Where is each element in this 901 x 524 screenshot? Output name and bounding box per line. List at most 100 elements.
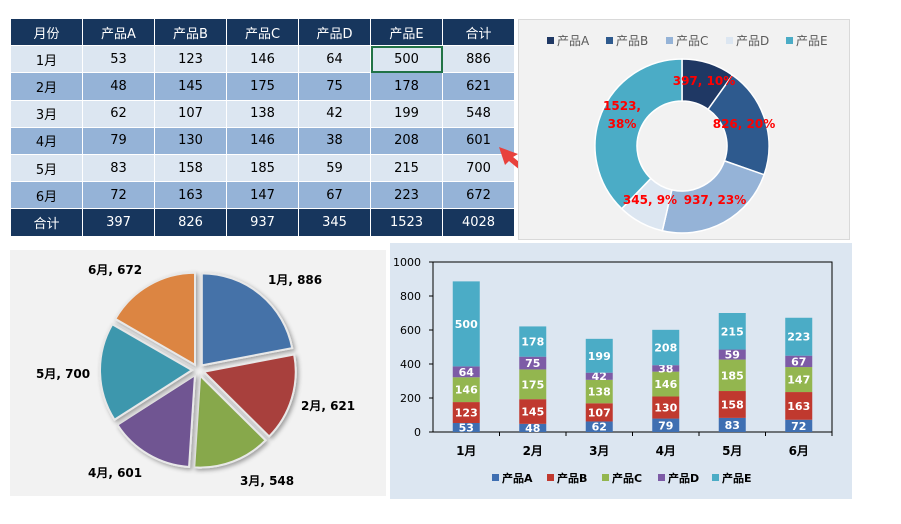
table-cell[interactable]: 67 [298,181,371,210]
table-cell[interactable]: 199 [370,99,443,128]
pie-data-label: 1月, 886 [268,273,322,287]
legend-label: 产品D [736,34,769,48]
donut-data-label: 345, 9% [623,193,677,207]
table-cell[interactable]: 886 [442,45,515,74]
table-cell[interactable]: 601 [442,126,515,155]
bar-segment [718,359,746,392]
table-cell[interactable]: 548 [442,99,515,128]
bar-segment [519,399,547,424]
donut-chart-panel[interactable]: 产品A 产品B 产品C 产品D 产品E 397, 10% 826, 20% 937, 23% 3… [518,19,850,240]
table-cell[interactable]: 397 [82,208,155,237]
table-cell[interactable]: 146 [226,45,299,74]
table-cell[interactable]: 合计 [10,208,83,237]
bar-chart-panel[interactable]: 0 200 400 600 800 1000 53 123 146 64 500 1月 48 145 175… [390,243,852,499]
bar-data-label: 67 [791,355,806,368]
y-tick-label: 0 [414,426,421,439]
bar-data-label: 138 [588,386,611,399]
bar-segment [785,355,813,368]
table-cell[interactable]: 1523 [370,208,443,237]
table-cell[interactable]: 5月 [10,153,83,183]
table-cell[interactable]: 53 [82,45,155,74]
table-cell[interactable]: 1月 [10,45,83,74]
bar-segment [585,379,613,404]
bar-data-label: 83 [725,419,740,432]
table-cell[interactable]: 59 [298,153,371,183]
table-cell[interactable]: 158 [154,153,227,183]
table-cell[interactable]: 6月 [10,181,83,210]
table-cell[interactable]: 75 [298,72,371,101]
x-tick-label: 1月 [456,444,476,458]
pie-data-label: 4月, 601 [88,466,142,480]
col-header-product-e[interactable]: 产品E [370,17,443,47]
table-cell[interactable]: 4月 [10,126,83,155]
table-cell[interactable]: 208 [370,126,443,155]
y-tick-label: 200 [400,392,421,405]
table-cell[interactable]: 62 [82,99,155,128]
pie-data-label: 2月, 621 [301,399,355,413]
pie-slice [116,373,197,469]
table-cell[interactable]: 138 [226,99,299,128]
pie-chart-panel[interactable]: 1月, 886 2月, 621 3月, 548 4月, 601 5月, 700 6月, 6… [10,250,386,496]
table-cell[interactable]: 223 [370,181,443,210]
table-cell[interactable]: 130 [154,126,227,155]
donut-data-label: 397, 10% [673,74,736,88]
table-row: 1月 53 123 146 64 500 886 [10,45,515,74]
col-header-total[interactable]: 合计 [442,17,515,47]
bar-segment [519,423,547,432]
table-cell[interactable]: 147 [226,181,299,210]
bar-data-label: 215 [721,325,744,338]
bar-data-label: 500 [455,318,478,331]
table-cell[interactable]: 937 [226,208,299,237]
table-cell[interactable]: 3月 [10,99,83,128]
bar-segment [452,402,480,423]
table-cell[interactable]: 107 [154,99,227,128]
table-cell[interactable]: 621 [442,72,515,101]
x-tick-label: 4月 [656,444,676,458]
table-cell[interactable]: 163 [154,181,227,210]
table-row: 3月 62 107 138 42 199 548 [10,99,515,128]
col-header-product-a[interactable]: 产品A [82,17,155,47]
table-cell[interactable]: 48 [82,72,155,101]
donut-data-label: 38% [608,117,637,131]
table-cell[interactable]: 38 [298,126,371,155]
table-cell[interactable]: 64 [298,45,371,74]
selected-cell[interactable]: 500 [370,45,443,74]
bar-segment [519,326,547,357]
donut-data-label: 1523, [603,99,641,113]
bar-segment [652,365,680,372]
table-cell[interactable]: 123 [154,45,227,74]
table-cell[interactable]: 72 [82,181,155,210]
bar-segment [585,338,613,373]
table-cell[interactable]: 215 [370,153,443,183]
pie-slice [113,271,196,367]
bar-data-label: 59 [725,349,740,362]
table-cell[interactable]: 79 [82,126,155,155]
col-header-product-b[interactable]: 产品B [154,17,227,47]
col-header-product-c[interactable]: 产品C [226,17,299,47]
bar-segment [452,281,480,367]
pie-slice [200,272,294,367]
table-cell[interactable]: 345 [298,208,371,237]
table-header-row: 月份 产品A 产品B 产品C 产品D 产品E 合计 [10,17,515,47]
bar-data-label: 62 [592,421,607,434]
table-cell[interactable]: 83 [82,153,155,183]
table-cell[interactable]: 185 [226,153,299,183]
table-cell[interactable]: 826 [154,208,227,237]
table-cell[interactable]: 42 [298,99,371,128]
bar-data-label: 130 [654,402,677,415]
bar-segment [585,421,613,432]
table-cell[interactable]: 146 [226,126,299,155]
legend-swatch [606,37,613,44]
col-header-product-d[interactable]: 产品D [298,17,371,47]
table-cell[interactable]: 175 [226,72,299,101]
table-cell[interactable]: 145 [154,72,227,101]
bar-data-label: 146 [455,384,478,397]
table-cell[interactable]: 4028 [442,208,515,237]
bar-data-label: 163 [787,400,810,413]
table-cell[interactable]: 178 [370,72,443,101]
table-row: 4月 79 130 146 38 208 601 [10,126,515,155]
table-cell[interactable]: 2月 [10,72,83,101]
x-tick-label: 6月 [789,444,809,458]
legend-swatch [547,474,554,481]
col-header-month[interactable]: 月份 [10,17,83,47]
